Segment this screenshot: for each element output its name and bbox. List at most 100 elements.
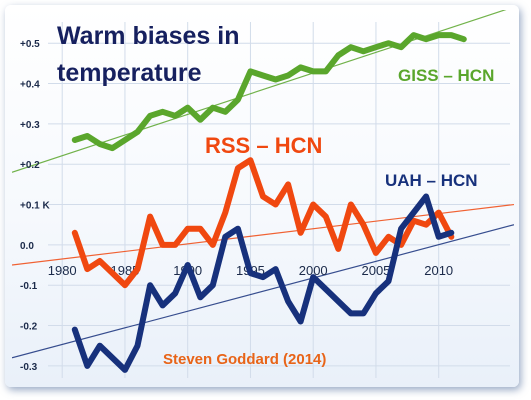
x-tick-label: 2010	[424, 263, 453, 278]
series-line-uah-hcn	[71, 193, 455, 373]
data-point-rss-hcn	[198, 226, 203, 231]
data-point-rss-hcn	[411, 218, 416, 223]
data-point-giss-hcn	[323, 69, 328, 74]
data-point-giss-hcn	[235, 97, 241, 102]
chart-credit: Steven Goddard (2014)	[163, 351, 326, 368]
y-tick-label: -0.1	[20, 281, 38, 292]
data-point-rss-hcn	[147, 214, 153, 219]
data-point-uah-hcn	[235, 226, 241, 231]
data-point-rss-hcn	[135, 266, 140, 272]
data-point-uah-hcn	[85, 363, 90, 369]
data-point-uah-hcn	[348, 311, 354, 316]
data-point-rss-hcn	[85, 266, 90, 272]
data-point-uah-hcn	[273, 266, 278, 272]
y-tick-label: +0.2	[20, 160, 40, 171]
series-label-rss-hcn: RSS – HCN	[205, 133, 322, 158]
data-point-rss-hcn	[298, 230, 303, 235]
series-line-giss-hcn	[71, 32, 467, 152]
data-point-giss-hcn	[260, 73, 266, 78]
data-point-giss-hcn	[248, 69, 253, 74]
data-point-uah-hcn	[298, 319, 303, 324]
y-tick-label: -0.2	[20, 322, 38, 333]
data-point-uah-hcn	[386, 278, 391, 284]
data-point-uah-hcn	[198, 295, 203, 300]
data-point-uah-hcn	[223, 234, 228, 239]
data-point-giss-hcn	[185, 105, 190, 110]
data-point-rss-hcn	[361, 222, 366, 227]
data-point-giss-hcn	[85, 133, 90, 139]
data-point-rss-hcn	[223, 210, 228, 215]
data-point-rss-hcn	[260, 194, 266, 199]
y-tick-labels: +0.5 +0.4 +0.3 +0.2 +0.1 K 0.0 -0.1 -0.2 -0.3	[20, 39, 51, 373]
data-point-rss-hcn	[423, 222, 429, 227]
data-point-uah-hcn	[398, 226, 404, 231]
data-point-giss-hcn	[210, 105, 215, 110]
data-point-giss-hcn	[72, 137, 77, 143]
data-point-giss-hcn	[373, 45, 379, 50]
x-tick-label: 1980	[48, 263, 77, 278]
data-point-rss-hcn	[248, 157, 253, 163]
data-point-uah-hcn	[311, 274, 316, 280]
data-point-rss-hcn	[122, 283, 128, 288]
data-point-rss-hcn	[273, 202, 278, 207]
data-point-giss-hcn	[97, 141, 103, 147]
data-point-giss-hcn	[273, 77, 278, 82]
data-point-uah-hcn	[185, 262, 190, 268]
data-point-giss-hcn	[110, 145, 115, 151]
series-label-uah-hcn: UAH – HCN	[385, 171, 478, 190]
data-point-giss-hcn	[122, 137, 128, 143]
data-point-uah-hcn	[147, 283, 153, 288]
data-point-giss-hcn	[361, 49, 366, 54]
data-point-giss-hcn	[449, 32, 454, 38]
data-point-giss-hcn	[285, 73, 291, 78]
data-point-giss-hcn	[172, 113, 178, 119]
data-point-giss-hcn	[398, 45, 404, 50]
chart-title-line-2: temperature	[57, 59, 202, 87]
data-point-giss-hcn	[160, 109, 165, 114]
chart-title-line-1: Warm biases in	[57, 22, 239, 50]
data-point-rss-hcn	[323, 214, 328, 219]
data-point-rss-hcn	[97, 258, 103, 264]
y-tick-label: +0.4	[20, 80, 40, 91]
data-point-rss-hcn	[160, 242, 165, 248]
data-point-rss-hcn	[436, 210, 441, 215]
data-point-uah-hcn	[423, 194, 429, 199]
data-point-giss-hcn	[298, 65, 303, 70]
data-point-uah-hcn	[172, 291, 178, 296]
data-point-uah-hcn	[210, 283, 215, 288]
trend-line-uah-hcn	[12, 224, 514, 359]
data-point-rss-hcn	[210, 242, 215, 248]
data-point-rss-hcn	[311, 202, 316, 207]
y-tick-label: +0.5	[20, 39, 40, 50]
data-point-uah-hcn	[122, 367, 128, 373]
data-point-uah-hcn	[260, 274, 266, 280]
series-label-giss-hcn: GISS – HCN	[398, 66, 494, 85]
series-lines	[71, 32, 467, 373]
data-point-giss-hcn	[336, 53, 341, 58]
data-point-giss-hcn	[198, 117, 203, 123]
data-point-giss-hcn	[311, 69, 316, 74]
x-tick-label: 2005	[361, 263, 390, 278]
data-point-rss-hcn	[110, 270, 115, 276]
data-point-giss-hcn	[461, 36, 466, 42]
data-point-uah-hcn	[436, 234, 441, 239]
data-point-giss-hcn	[411, 32, 416, 38]
data-point-giss-hcn	[436, 32, 441, 38]
data-point-uah-hcn	[135, 343, 140, 348]
data-point-giss-hcn	[348, 45, 354, 50]
data-point-uah-hcn	[373, 291, 379, 296]
data-point-uah-hcn	[110, 355, 115, 360]
data-point-uah-hcn	[449, 230, 454, 235]
data-point-rss-hcn	[285, 182, 291, 187]
data-point-uah-hcn	[160, 303, 165, 308]
data-point-uah-hcn	[72, 327, 77, 332]
data-point-rss-hcn	[348, 202, 354, 207]
data-point-uah-hcn	[97, 343, 103, 348]
data-point-giss-hcn	[147, 113, 153, 119]
data-point-rss-hcn	[172, 242, 178, 248]
data-point-uah-hcn	[336, 299, 341, 304]
x-tick-label: 2000	[299, 263, 328, 278]
data-point-uah-hcn	[285, 299, 291, 304]
x-tick-labels: 1980 1985 1990 1995 2000 2005 2010	[48, 263, 453, 278]
